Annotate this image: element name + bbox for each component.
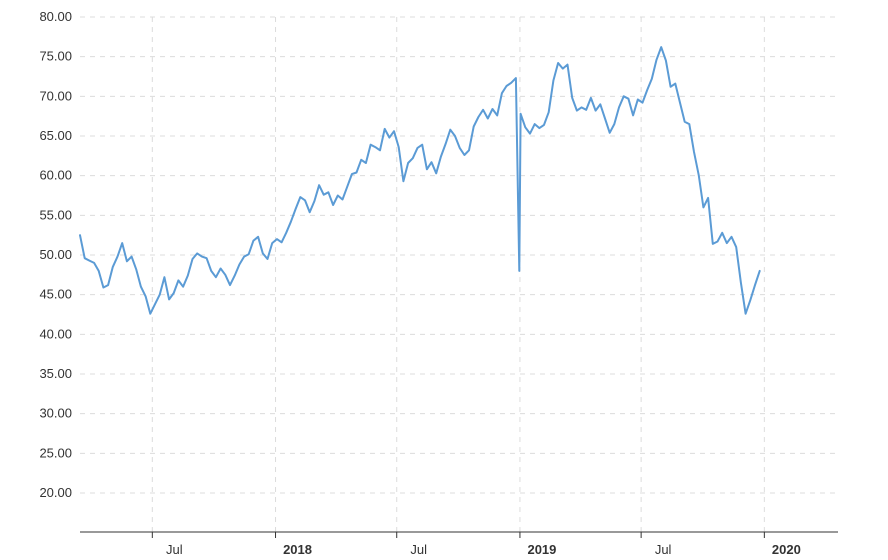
y-tick-label: 40.00	[39, 326, 72, 341]
series-layer	[79, 46, 761, 315]
y-tick-label: 60.00	[39, 168, 72, 183]
y-tick-label: 70.00	[39, 88, 72, 103]
price-series-line	[79, 46, 761, 315]
y-tick-label: 80.00	[39, 9, 72, 24]
x-tick-label: 2018	[283, 542, 312, 557]
x-tick-label: 2020	[772, 542, 801, 557]
y-axis-tick-labels: 20.00 25.00 30.00 35.00 40.00 45.00 50.00 55.00…	[39, 9, 72, 500]
x-axis-tick-labels: Jul 2018 Jul 2019 Jul 2020	[166, 542, 801, 557]
gridlines	[80, 16, 838, 538]
y-tick-label: 20.00	[39, 485, 72, 500]
y-tick-label: 75.00	[39, 49, 72, 64]
y-tick-label: 35.00	[39, 366, 72, 381]
y-tick-label: 50.00	[39, 247, 72, 262]
y-tick-label: 30.00	[39, 406, 72, 421]
y-tick-label: 65.00	[39, 128, 72, 143]
y-tick-label: 45.00	[39, 287, 72, 302]
x-tick-label: Jul	[655, 542, 672, 557]
x-tick-label: 2019	[527, 542, 556, 557]
x-tick-label: Jul	[410, 542, 427, 557]
y-tick-label: 25.00	[39, 445, 72, 460]
y-tick-label: 55.00	[39, 207, 72, 222]
x-tick-label: Jul	[166, 542, 183, 557]
